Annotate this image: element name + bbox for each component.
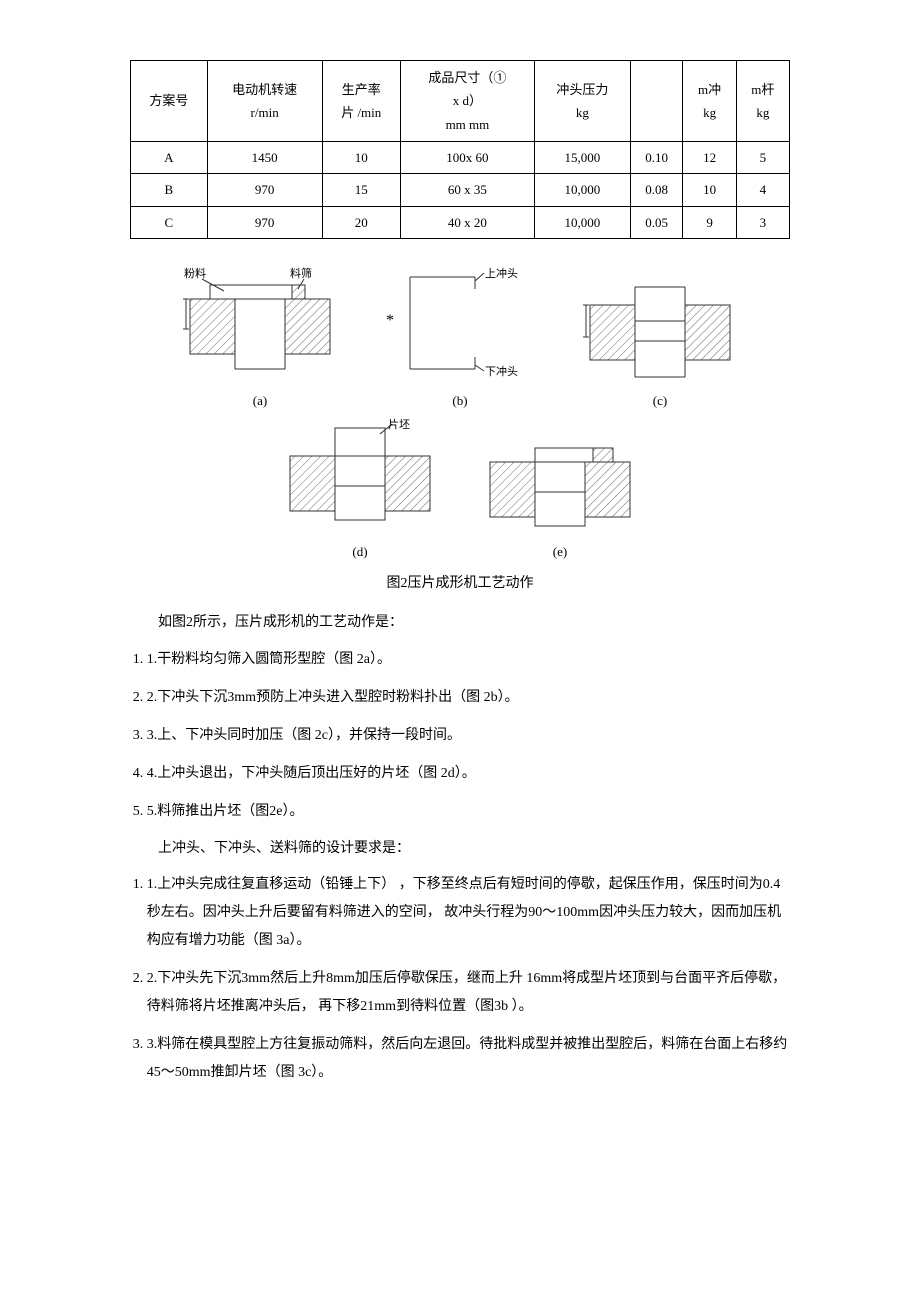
cell: 0.10: [630, 142, 683, 174]
list-text: 1.干粉料均匀筛入圆筒形型腔（图 2a）。: [147, 652, 391, 667]
list-item: 1.干粉料均匀筛入圆筒形型腔（图 2a）。: [147, 646, 790, 674]
ann-lower-punch: 下冲头: [485, 363, 518, 383]
col-size: 成品尺寸（①x d）mm mm: [400, 61, 534, 142]
cell: 10: [322, 142, 400, 174]
figure-d-svg-host: 片坯: [280, 420, 440, 538]
figure-a-svg-host: 粉料 料筛: [180, 269, 340, 387]
cell: 9: [683, 206, 736, 238]
table-row: B 970 15 60 x 35 10,000 0.08 10 4: [131, 174, 790, 206]
list-text: 4.上冲头退出，下冲头随后顶出压好的片坯（图 2d）。: [147, 766, 476, 781]
list-text: 2.下冲头下沉3mm预防上冲头进入型腔时粉料扑出（图 2b）。: [147, 690, 519, 705]
figure-e-label: (e): [553, 540, 567, 563]
list-text: 1.上冲头完成往复直移运动（铅锤上下） ，下移至终点后有短时间的停歇，起保压作用…: [147, 877, 781, 948]
list-text: 3.上、下冲头同时加压（图 2c），并保持一段时间。: [147, 728, 461, 743]
hdr-text: m冲kg: [698, 82, 721, 120]
cell: 20: [322, 206, 400, 238]
cell: 15: [322, 174, 400, 206]
list-item: 2.下冲头先下沉3mm然后上升8mm加压后停歇保压，继而上升 16mm将成型片坯…: [147, 965, 790, 1021]
cell: 0.08: [630, 174, 683, 206]
figure-a: 粉料 料筛: [180, 269, 340, 412]
list-item: 4.上冲头退出，下冲头随后顶出压好的片坯（图 2d）。: [147, 760, 790, 788]
hdr-text: 电动机转速r/min: [232, 82, 297, 120]
cell: 3: [736, 206, 789, 238]
cell: 10,000: [534, 174, 630, 206]
col-rpm: 电动机转速r/min: [207, 61, 322, 142]
figure-c: (c): [580, 277, 740, 412]
mid-paragraph: 上冲头、下冲头、送料筛的设计要求是：: [130, 836, 790, 861]
cell: 5: [736, 142, 789, 174]
figure-bottom-row: 片坯 (d): [130, 420, 790, 563]
figure-b: 上冲头 下冲头 * (b): [380, 269, 540, 412]
cell: 100x 60: [400, 142, 534, 174]
hdr-text: 方案号: [149, 93, 188, 108]
cell: 60 x 35: [400, 174, 534, 206]
col-force: 冲头压力kg: [534, 61, 630, 142]
cell: 40 x 20: [400, 206, 534, 238]
list-item: 1.上冲头完成往复直移运动（铅锤上下） ，下移至终点后有短时间的停歇，起保压作用…: [147, 871, 790, 955]
col-rate: 生产率片 /min: [322, 61, 400, 142]
cell: 10,000: [534, 206, 630, 238]
list-item: 2.下冲头下沉3mm预防上冲头进入型腔时粉料扑出（图 2b）。: [147, 684, 790, 712]
table-header-row: 方案号 电动机转速r/min 生产率片 /min 成品尺寸（①x d）mm mm…: [131, 61, 790, 142]
ann-upper-punch: 上冲头: [485, 265, 518, 285]
intro-paragraph: 如图2所示，压片成形机的工艺动作是：: [130, 610, 790, 635]
col-mgan: m杆kg: [736, 61, 789, 142]
process-steps-list: 1.干粉料均匀筛入圆筒形型腔（图 2a）。 2.下冲头下沉3mm预防上冲头进入型…: [130, 646, 790, 826]
hdr-text: 冲头压力kg: [556, 82, 608, 120]
list-item: 3.料筛在模具型腔上方往复振动筛料，然后向左退回。待批料成型并被推出型腔后，料筛…: [147, 1031, 790, 1087]
figure-c-svg: [580, 277, 740, 387]
cell: 15,000: [534, 142, 630, 174]
figure-b-svg-host: 上冲头 下冲头 *: [380, 269, 540, 387]
col-mchong: m冲kg: [683, 61, 736, 142]
figure-d: 片坯 (d): [280, 420, 440, 563]
figure-2: 粉料 料筛: [130, 269, 790, 596]
cell: B: [131, 174, 208, 206]
list-text: 3.料筛在模具型腔上方往复振动筛料，然后向左退回。待批料成型并被推出型腔后，料筛…: [147, 1037, 788, 1080]
cell: C: [131, 206, 208, 238]
list-item: 3.上、下冲头同时加压（图 2c），并保持一段时间。: [147, 722, 790, 750]
design-requirements-list: 1.上冲头完成往复直移运动（铅锤上下） ，下移至终点后有短时间的停歇，起保压作用…: [130, 871, 790, 1087]
figure-c-label: (c): [653, 389, 667, 412]
table-body: A 1450 10 100x 60 15,000 0.10 12 5 B 970…: [131, 142, 790, 239]
figure-2-title: 图2压片成形机工艺动作: [130, 571, 790, 596]
col-plan: 方案号: [131, 61, 208, 142]
figure-a-svg: [180, 269, 340, 379]
hdr-text: 生产率片 /min: [341, 82, 381, 120]
col-blank: [630, 61, 683, 142]
cell: 10: [683, 174, 736, 206]
list-item: 5.料筛推出片坯（图2e）。: [147, 798, 790, 826]
list-text: 5.料筛推出片坯（图2e）。: [147, 804, 304, 819]
cell: 12: [683, 142, 736, 174]
figure-d-label: (d): [352, 540, 367, 563]
hdr-text: m杆kg: [751, 82, 774, 120]
figure-e-svg: [480, 428, 640, 538]
list-text: 2.下冲头先下沉3mm然后上升8mm加压后停歇保压，继而上升 16mm将成型片坯…: [147, 971, 786, 1014]
figure-a-label: (a): [253, 389, 267, 412]
ann-powder: 粉料: [184, 265, 206, 285]
cell: 4: [736, 174, 789, 206]
figure-e: (e): [480, 428, 640, 563]
hdr-text: 成品尺寸（①x d）mm mm: [428, 70, 506, 132]
parameters-table: 方案号 电动机转速r/min 生产率片 /min 成品尺寸（①x d）mm mm…: [130, 60, 790, 239]
table-row: A 1450 10 100x 60 15,000 0.10 12 5: [131, 142, 790, 174]
cell: A: [131, 142, 208, 174]
ann-sieve: 料筛: [290, 265, 312, 285]
star-marker: *: [386, 307, 394, 336]
figure-d-svg: [280, 420, 440, 530]
cell: 1450: [207, 142, 322, 174]
cell: 970: [207, 206, 322, 238]
cell: 0.05: [630, 206, 683, 238]
figure-top-row: 粉料 料筛: [130, 269, 790, 412]
table-row: C 970 20 40 x 20 10,000 0.05 9 3: [131, 206, 790, 238]
cell: 970: [207, 174, 322, 206]
figure-b-label: (b): [452, 389, 467, 412]
ann-blank: 片坯: [388, 416, 410, 436]
